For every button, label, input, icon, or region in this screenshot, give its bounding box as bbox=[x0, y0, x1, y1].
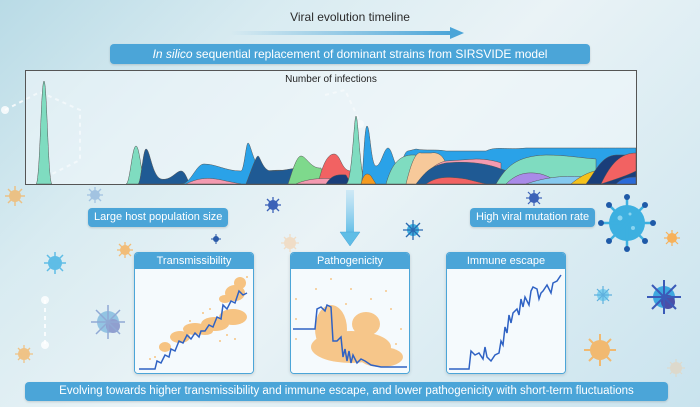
conclusion-banner: Evolving towards higher transmissibility… bbox=[25, 382, 668, 401]
timeline-arrow-icon bbox=[230, 27, 464, 39]
panel-pathogenicity: Pathogenicity bbox=[290, 252, 410, 374]
banner-text: sequential replacement of dominant strai… bbox=[192, 47, 548, 61]
infections-chart: Number of infections bbox=[25, 70, 637, 185]
banner-italic: In silico bbox=[152, 47, 193, 61]
pathogenicity-plot bbox=[293, 278, 407, 368]
chart-title: Number of infections bbox=[285, 74, 377, 85]
virus-icon bbox=[5, 186, 25, 206]
panel-immune-escape: Immune escape bbox=[446, 252, 566, 374]
label-mutation-rate: High viral mutation rate bbox=[470, 208, 596, 227]
panel-title: Transmissibility bbox=[135, 253, 253, 269]
immune-escape-plot bbox=[449, 274, 562, 370]
transmissibility-plot bbox=[139, 276, 248, 370]
timeline-title: Viral evolution timeline bbox=[290, 10, 410, 24]
model-banner: In silico sequential replacement of domi… bbox=[110, 44, 590, 64]
infections-stacked-area bbox=[35, 80, 636, 184]
panel-title: Immune escape bbox=[447, 253, 565, 269]
label-host-population: Large host population size bbox=[88, 208, 229, 227]
panel-title: Pathogenicity bbox=[291, 253, 409, 269]
down-arrow-icon bbox=[339, 190, 361, 247]
panel-transmissibility: Transmissibility bbox=[134, 252, 254, 374]
